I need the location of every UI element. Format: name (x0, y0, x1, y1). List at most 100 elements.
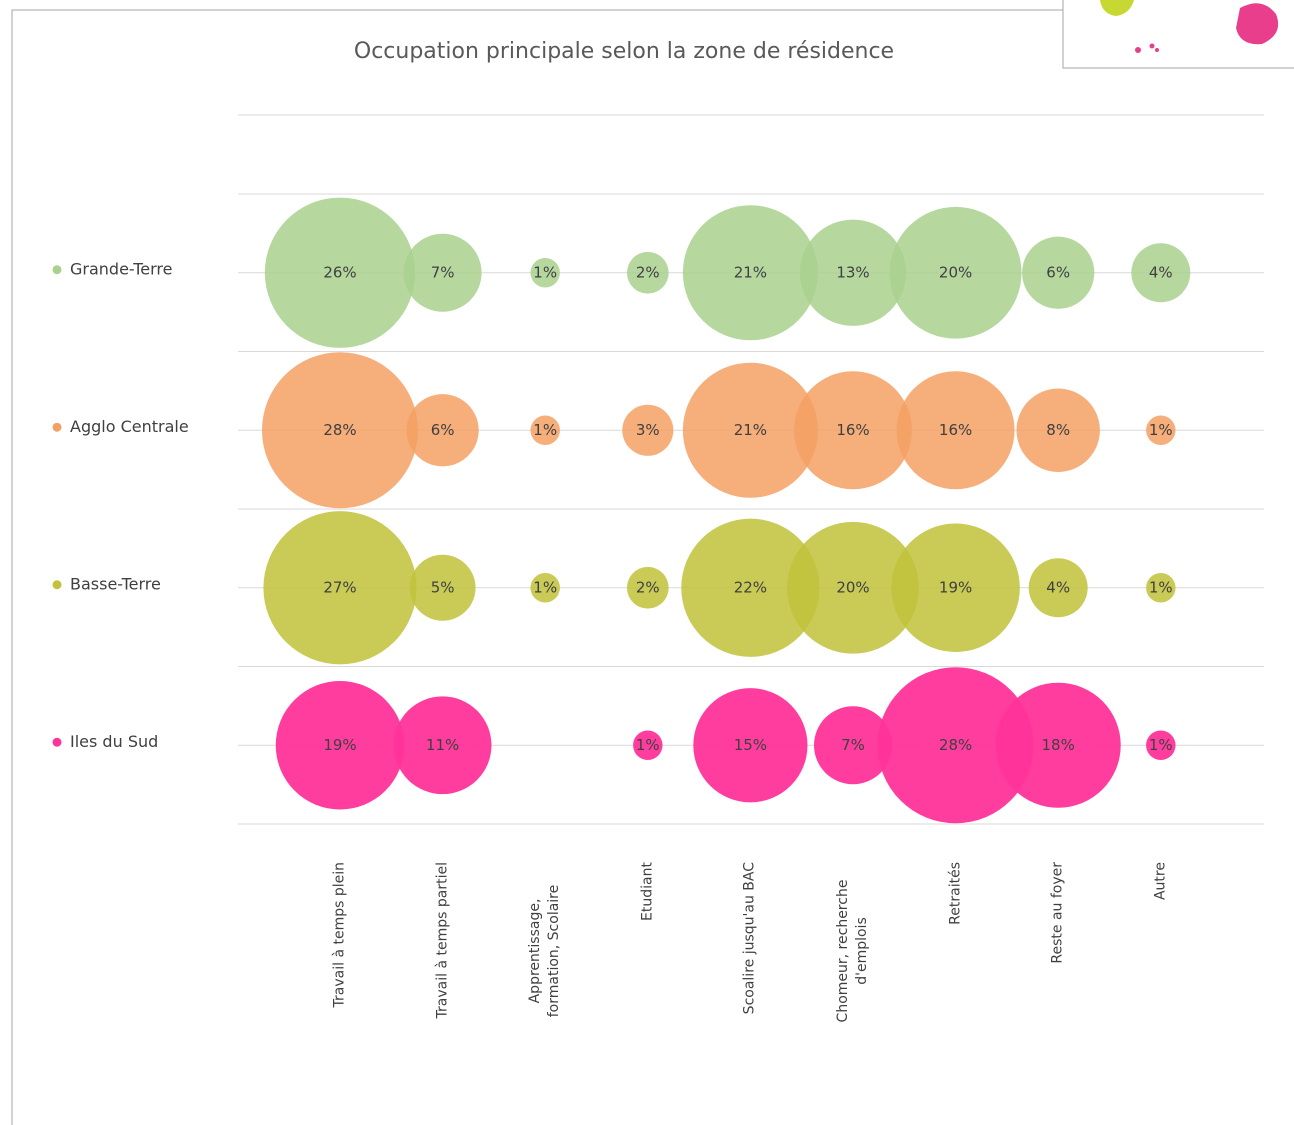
legend-marker (52, 580, 62, 590)
data-label: 4% (1046, 578, 1070, 596)
data-label: 1% (1149, 578, 1173, 596)
bubble (877, 667, 1034, 824)
bubble (814, 706, 892, 785)
bubble (264, 197, 416, 348)
map-shape (1100, 0, 1134, 16)
bubble (693, 688, 808, 803)
x-tick-label: Retraités (947, 862, 964, 925)
data-label: 15% (734, 736, 767, 754)
bubble (530, 258, 560, 288)
x-tick-label-box: Travail à temps plein (331, 862, 350, 1040)
data-label: 19% (939, 578, 972, 596)
bubble (1028, 558, 1088, 618)
bubble (896, 371, 1015, 490)
bubble (406, 394, 479, 467)
bubble (262, 352, 418, 509)
chart-title: Occupation principale selon la zone de r… (354, 39, 894, 64)
x-tick-label: Scoalire jusqu'au BAC (741, 862, 758, 1015)
data-label: 6% (431, 421, 455, 439)
x-tick-label-box: Etudiant (638, 862, 657, 1040)
data-label: 18% (1042, 736, 1075, 754)
bubble (263, 511, 417, 665)
data-label: 16% (939, 421, 972, 439)
bubble (787, 521, 919, 654)
data-label: 1% (533, 578, 557, 596)
bubble (891, 523, 1020, 653)
bubble (799, 219, 907, 326)
bubble (530, 573, 560, 603)
x-tick-label-box: Apprentissage, formation, Scolaire (526, 862, 564, 1040)
bubble (794, 371, 912, 490)
map-inset (1062, 0, 1294, 69)
data-label: 20% (939, 263, 972, 281)
bubble (409, 554, 476, 621)
x-tick-label: Travail à temps plein (331, 862, 348, 1008)
data-label: 4% (1149, 263, 1173, 281)
x-tick-label: Travail à temps partiel (434, 862, 451, 1019)
bubble (633, 730, 663, 760)
bubble (682, 362, 818, 498)
map-shape (1236, 3, 1279, 45)
x-tick-label-box: Retraités (946, 862, 965, 1040)
bubble (1131, 243, 1191, 303)
data-label: 1% (533, 263, 557, 281)
map-shape (1155, 48, 1159, 52)
bubble (1022, 236, 1095, 309)
bubble (622, 404, 674, 456)
data-label: 20% (836, 578, 869, 596)
series (264, 197, 1191, 348)
x-tick-label-box: Travail à temps partiel (433, 862, 452, 1040)
bubble (681, 518, 820, 657)
bubble (1146, 415, 1176, 445)
legend-marker (52, 265, 62, 275)
bubble (889, 206, 1022, 339)
data-label: 21% (734, 421, 767, 439)
bubble (995, 682, 1121, 808)
legend-label: Basse-Terre (70, 574, 161, 593)
bubble (275, 680, 405, 810)
data-label: 26% (323, 263, 356, 281)
x-tick-label-box: Reste au foyer (1049, 862, 1068, 1040)
data-label: 28% (939, 736, 972, 754)
series (275, 667, 1176, 824)
bubble (626, 251, 669, 294)
data-label: 21% (734, 263, 767, 281)
bubble (682, 205, 818, 341)
x-tick-label: Reste au foyer (1049, 862, 1066, 964)
data-label: 2% (636, 578, 660, 596)
bubble (1016, 388, 1100, 472)
legend-label: Grande-Terre (70, 259, 173, 278)
data-label: 28% (323, 421, 356, 439)
data-label: 1% (1149, 421, 1173, 439)
data-label: 3% (636, 421, 660, 439)
x-tick-label-box: Autre (1151, 862, 1170, 1040)
map-shape (1149, 43, 1155, 49)
data-label: 16% (836, 421, 869, 439)
chart-frame (11, 9, 1294, 1125)
data-label: 1% (636, 736, 660, 754)
bubble (403, 233, 482, 312)
data-label: 13% (836, 263, 869, 281)
data-label: 8% (1046, 421, 1070, 439)
bubble (626, 566, 669, 609)
map-shape (1135, 47, 1141, 53)
x-tick-label: Chomeur, recherche d'emplois (835, 879, 870, 1023)
bubble (530, 415, 560, 445)
x-tick-label: Autre (1152, 862, 1169, 901)
x-tick-label-box: Scoalire jusqu'au BAC (741, 862, 760, 1040)
data-label: 11% (426, 736, 459, 754)
data-label: 7% (841, 736, 865, 754)
x-tick-label-box: Chomeur, recherche d'emplois (834, 862, 872, 1040)
series (263, 511, 1176, 665)
data-label: 1% (1149, 736, 1173, 754)
data-label: 7% (431, 263, 455, 281)
bubble (393, 696, 492, 795)
data-label: 1% (533, 421, 557, 439)
data-label: 5% (431, 578, 455, 596)
x-tick-label: Apprentissage, formation, Scolaire (527, 884, 563, 1018)
legend-marker (52, 737, 62, 747)
legend-label: Iles du Sud (70, 732, 158, 751)
data-label: 6% (1046, 263, 1070, 281)
